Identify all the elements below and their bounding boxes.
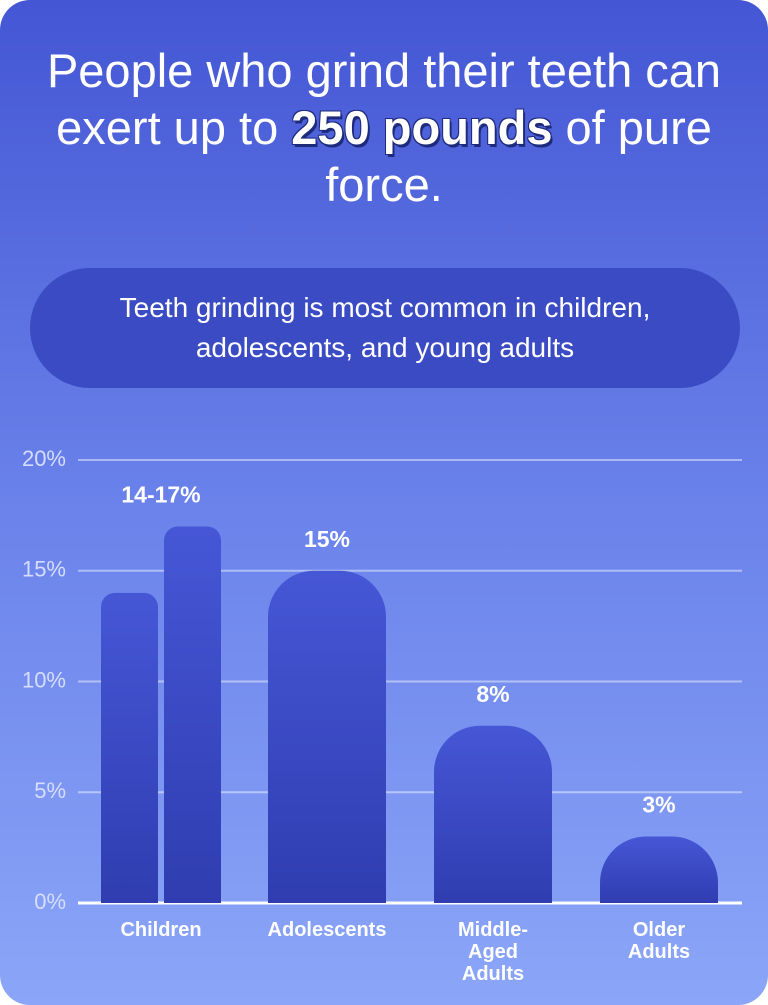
x-tick-label: Adolescents	[267, 919, 387, 941]
y-tick-label: 5%	[34, 778, 66, 803]
title-highlight: 250 pounds	[291, 101, 553, 154]
title: People who grind their teeth can exert u…	[30, 42, 738, 213]
subtitle-pill: Teeth grinding is most common in childre…	[30, 268, 740, 388]
value-label: 15%	[304, 526, 350, 552]
value-label: 14-17%	[121, 482, 200, 508]
bar	[164, 526, 221, 903]
bar	[101, 592, 158, 903]
bar	[434, 725, 552, 903]
y-tick-label: 0%	[34, 889, 66, 914]
value-label: 3%	[642, 792, 675, 818]
subtitle: Teeth grinding is most common in childre…	[119, 292, 651, 363]
y-tick-label: 10%	[22, 667, 66, 692]
title-text: People who grind their teeth can exert u…	[46, 44, 722, 154]
bar	[600, 836, 718, 903]
title-text: of pure force.	[325, 101, 712, 211]
y-tick-label: 20%	[22, 446, 66, 471]
value-label: 8%	[476, 681, 509, 707]
y-tick-label: 15%	[22, 557, 66, 582]
x-tick-label: Older Adults	[627, 919, 691, 963]
x-tick-label: Middle-Aged Adults	[458, 919, 528, 985]
bar	[268, 570, 386, 903]
x-tick-label: Children	[120, 919, 202, 941]
